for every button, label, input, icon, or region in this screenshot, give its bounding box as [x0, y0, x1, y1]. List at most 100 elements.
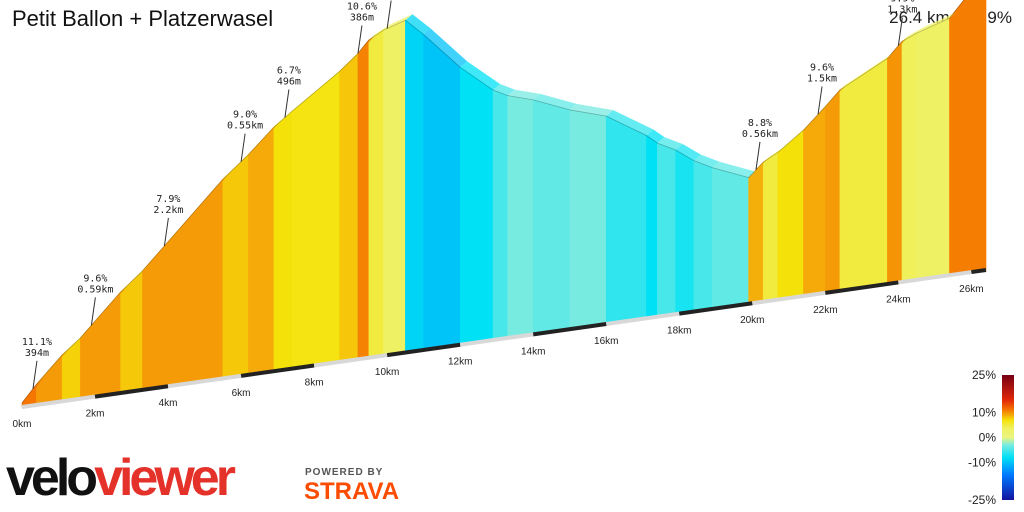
profile-top-face-segment — [839, 52, 895, 90]
profile-ridge-line — [825, 89, 841, 107]
profile-segment — [357, 39, 370, 360]
annotation-leader-line — [386, 0, 392, 29]
annotation-gradient: 6.7% — [277, 65, 301, 76]
baseline-bar — [386, 342, 461, 358]
profile-segment — [459, 66, 494, 346]
profile-top-face-segment — [120, 264, 150, 293]
profile-segment — [839, 57, 888, 292]
profile-ridge-line — [21, 384, 37, 404]
annotation-gradient: 9.0% — [233, 110, 257, 121]
legend-label: -25% — [968, 493, 996, 507]
annotation-length: 0.56km — [742, 129, 778, 140]
profile-segment — [423, 33, 461, 351]
climb-annotation: 11.1%394m — [22, 337, 52, 389]
annotation-gradient: 7.9% — [156, 194, 180, 205]
profile-segment — [646, 134, 658, 319]
annotation-length: 0.59km — [77, 284, 113, 295]
annotation-length: 394m — [25, 348, 49, 359]
profile-ridge-line — [533, 99, 570, 111]
profile-ridge-line — [492, 89, 508, 96]
profile-top-face-segment — [292, 65, 347, 112]
legend-label: 10% — [972, 406, 996, 420]
climb-annotation: 8.8%0.56km — [742, 118, 778, 170]
profile-ridge-line — [80, 291, 121, 339]
baseline-bar — [459, 332, 534, 347]
profile-segment — [693, 160, 713, 312]
profile-segment — [532, 99, 571, 335]
profile-top-face-segment — [777, 124, 811, 153]
annotation-gradient: 11.1% — [22, 337, 52, 348]
profile-ridge-line — [675, 149, 695, 162]
profile-ridge-line — [839, 58, 888, 91]
profile-ridge-line — [339, 53, 359, 72]
annotation-length: 2.2km — [153, 205, 183, 216]
distance-tick-label: 24km — [886, 294, 910, 305]
profile-segment — [675, 149, 695, 315]
profile-top-face-segment — [339, 47, 365, 72]
climb-annotations: 11.1%394m9.6%0.59km7.9%2.2km9.0%0.55km6.… — [22, 0, 917, 389]
annotation-length: 386m — [350, 12, 374, 23]
profile-ridge-line — [507, 95, 534, 101]
page-title: Petit Ballon + Platzerwasel — [12, 6, 274, 31]
profile-ridge-line — [901, 32, 917, 42]
profile-top-face-segment — [949, 0, 967, 19]
profile-ridge-line — [777, 129, 804, 153]
profile-segment — [405, 19, 424, 353]
profile-top-face-segment — [405, 14, 431, 35]
baseline-bar — [898, 270, 972, 285]
profile-ridge-line — [606, 115, 647, 136]
profile-top-face-segment — [62, 331, 88, 355]
distance-tick-label: 14km — [521, 346, 545, 357]
profile-ridge-line — [61, 337, 81, 356]
profile-segment — [339, 52, 359, 363]
profile-segment — [605, 115, 647, 325]
profile-top-face-segment — [657, 137, 683, 150]
baseline-bar — [971, 268, 987, 275]
baseline-bar — [532, 321, 607, 337]
distance-tick-label: 22km — [813, 305, 837, 316]
distance-tick-label: 16km — [594, 336, 618, 347]
profile-top-face-segment — [222, 148, 256, 180]
annotation-leader-line — [90, 297, 96, 326]
distance-tick-label: 10km — [375, 367, 399, 378]
distance-tick-label: 18km — [667, 326, 691, 337]
profile-ridge-line — [693, 160, 713, 168]
powered-by-label: POWERED BY — [305, 467, 384, 478]
distance-tick-label: 12km — [448, 357, 472, 368]
distance-tick-label: 8km — [305, 377, 324, 388]
profile-segment — [949, 0, 987, 276]
profile-segment — [291, 70, 340, 369]
profile-ridge-line — [763, 152, 779, 163]
profile-ridge-line — [357, 39, 370, 54]
baseline-bar — [825, 280, 899, 295]
annotation-length: 1.5km — [807, 73, 837, 84]
profile-top-face-segment — [646, 129, 665, 144]
climb-annotation: -8.9%308m — [386, 0, 392, 29]
climb-annotation: 9.6%0.59km — [77, 273, 113, 326]
profile-top-face-segment — [803, 100, 833, 131]
baseline-bar — [605, 311, 680, 326]
profile-top-face-segment — [80, 286, 128, 338]
profile-ridge-line — [36, 354, 63, 385]
profile-segment — [80, 291, 121, 400]
profile-segment — [777, 129, 804, 300]
profile-ridge-line — [646, 135, 658, 144]
profile-top-face-segment — [734, 167, 756, 178]
baseline-bar — [313, 353, 388, 368]
profile-ridge-line — [803, 106, 826, 131]
profile-segment — [248, 126, 275, 376]
profile-top-face-segment — [142, 173, 230, 271]
profile-top-face-segment — [675, 143, 701, 161]
profile-segment — [733, 173, 749, 307]
distance-tick-label: 0km — [13, 419, 32, 430]
profile-top-face-segment — [763, 146, 785, 163]
veloviewer-logo[interactable]: veloviewer — [6, 450, 236, 506]
profile-ridge-line — [273, 110, 293, 128]
annotation-length: 1.3km — [887, 5, 917, 16]
baseline-bar — [21, 394, 96, 409]
profile-ridge-line — [733, 173, 749, 178]
strava-logo[interactable]: STRAVA — [304, 478, 400, 505]
distance-tick-label: 26km — [959, 284, 983, 295]
profile-segment — [61, 337, 81, 402]
profile-ridge-line — [916, 17, 950, 34]
